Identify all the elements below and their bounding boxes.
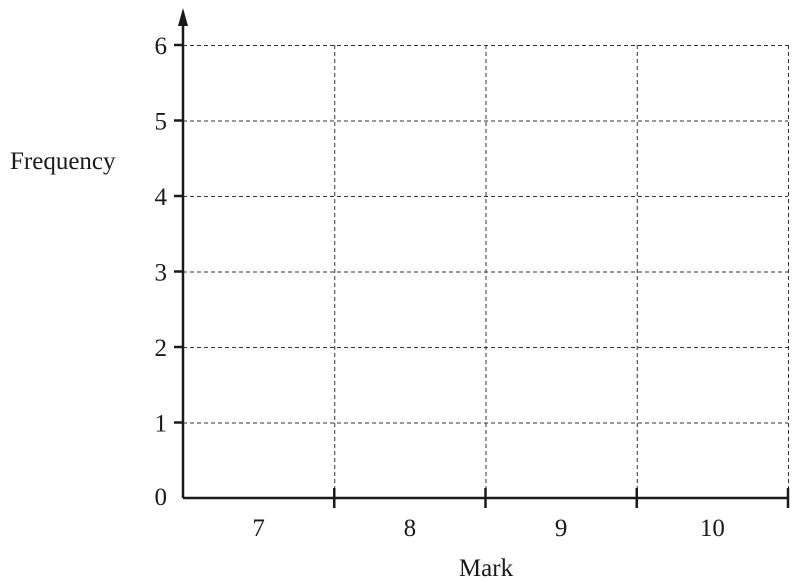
axes xyxy=(178,8,788,500)
x-category-label: 10 xyxy=(700,515,725,542)
y-tick-label: 6 xyxy=(155,33,168,60)
y-axis-arrowhead xyxy=(178,8,188,26)
y-ticks: 0 1 2 3 4 5 6 xyxy=(155,33,183,511)
y-tick-label: 2 xyxy=(155,335,168,362)
grid-lines xyxy=(183,45,789,498)
y-tick-label: 1 xyxy=(155,411,168,438)
y-tick-label: 0 xyxy=(155,484,168,511)
x-axis-label: Mark xyxy=(459,555,514,581)
x-ticks: 7 8 9 10 xyxy=(252,488,790,542)
x-category-label: 9 xyxy=(555,515,568,542)
x-category-label: 7 xyxy=(252,515,265,542)
x-category-label: 8 xyxy=(404,515,417,542)
y-tick-label: 5 xyxy=(155,109,168,136)
y-tick-label: 3 xyxy=(155,260,168,287)
y-axis-label: Frequency xyxy=(10,148,116,175)
y-tick-label: 4 xyxy=(155,184,168,211)
